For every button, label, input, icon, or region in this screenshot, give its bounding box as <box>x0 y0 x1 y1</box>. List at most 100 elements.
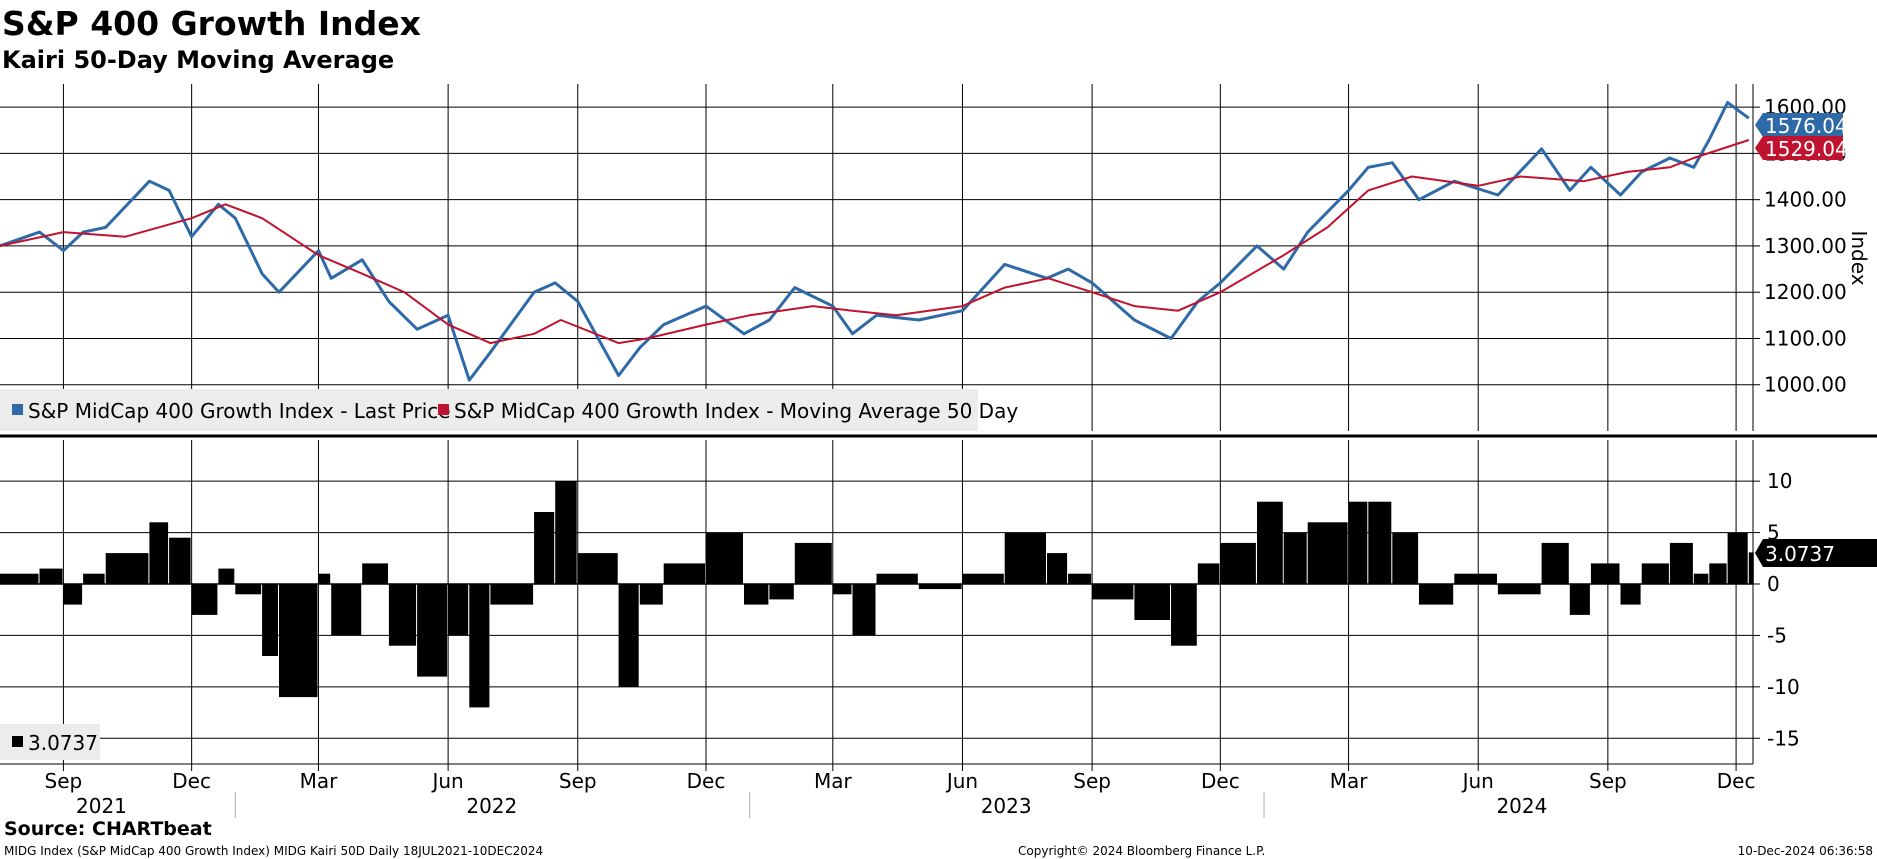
ma-legend-label: S&P MidCap 400 Growth Index - Moving Ave… <box>454 399 1018 423</box>
year-tick-label: 2024 <box>1496 794 1547 818</box>
kairi-bar <box>417 584 448 677</box>
footer-center: Copyright© 2024 Bloomberg Finance L.P. <box>1018 844 1265 858</box>
kairi-bar <box>490 584 534 605</box>
kairi-bar <box>39 568 63 584</box>
kairi-axis-ticks: -15 -10 -5 0 5 10 <box>1752 440 1800 764</box>
kairi-tick-label: 10 <box>1767 469 1792 493</box>
month-tick-label: Jun <box>1461 769 1494 793</box>
kairi-bar <box>1092 584 1134 600</box>
price-last-tag: 1576.04 <box>1755 113 1848 138</box>
kairi-legend-swatch <box>12 736 23 747</box>
kairi-bar <box>663 563 705 584</box>
kairi-bar <box>1368 501 1392 584</box>
footer-left: MIDG Index (S&P MidCap 400 Growth Index)… <box>4 844 543 858</box>
kairi-bar <box>1693 573 1709 584</box>
kairi-bar <box>1590 563 1620 584</box>
kairi-bar <box>83 573 105 584</box>
price-tick-label: 1000.00 <box>1764 373 1847 397</box>
kairi-bar <box>618 584 639 687</box>
kairi-bar <box>63 584 83 605</box>
kairi-bar <box>1004 532 1046 584</box>
kairi-bar <box>706 532 743 584</box>
kairi-bar <box>1283 532 1307 584</box>
kairi-bar <box>1641 563 1669 584</box>
kairi-bar <box>555 481 577 584</box>
month-tick-label: Mar <box>300 769 339 793</box>
kairi-bar <box>388 584 417 646</box>
kairi-bar <box>1307 522 1348 584</box>
price-tick-label: 1200.00 <box>1764 280 1847 304</box>
kairi-bar <box>1541 542 1569 584</box>
kairi-bar <box>1257 501 1283 584</box>
kairi-bar <box>262 584 278 656</box>
kairi-tick-label: -10 <box>1767 675 1800 699</box>
month-tick-label: Mar <box>814 769 853 793</box>
kairi-bar <box>1569 584 1590 615</box>
kairi-bar <box>1171 584 1197 646</box>
price-series-line <box>0 101 1750 382</box>
month-tick-label: Sep <box>45 769 83 793</box>
ma-last-tag: 1529.04 <box>1755 136 1848 161</box>
kairi-bar <box>318 573 331 584</box>
kairi-bar <box>1748 552 1754 584</box>
month-tick-label: Sep <box>1589 769 1627 793</box>
month-tick-label: Dec <box>1717 769 1756 793</box>
kairi-tick-label: -5 <box>1767 623 1787 647</box>
kairi-bar <box>1134 584 1170 620</box>
price-axis-label: Index <box>1847 230 1871 285</box>
kairi-bar <box>279 584 318 698</box>
kairi-legend: 3.0737 <box>0 724 100 760</box>
kairi-legend-label: 3.0737 <box>28 731 98 755</box>
kairi-tick-label: -15 <box>1767 726 1800 750</box>
kairi-bar <box>639 584 663 605</box>
price-legend-label: S&P MidCap 400 Growth Index - Last Price <box>28 399 451 423</box>
kairi-bar <box>918 584 962 590</box>
kairi-bar <box>1348 501 1368 584</box>
kairi-bar <box>169 537 191 584</box>
kairi-bar <box>235 584 262 595</box>
kairi-bar <box>744 584 769 605</box>
chart-subtitle: Kairi 50-Day Moving Average <box>2 46 394 74</box>
kairi-bar <box>1047 553 1068 584</box>
month-tick-label: Jun <box>430 769 463 793</box>
kairi-bar <box>362 563 388 584</box>
kairi-bar <box>1197 563 1220 584</box>
kairi-bar <box>1497 584 1541 595</box>
kairi-bar <box>832 584 852 595</box>
ma-legend-swatch <box>438 404 449 415</box>
price-tick-label: 1300.00 <box>1764 234 1847 258</box>
kairi-bar <box>1392 532 1419 584</box>
price-legend-swatch <box>12 404 23 415</box>
kairi-bar <box>534 512 555 584</box>
kairi-bars <box>0 481 1754 708</box>
kairi-bar <box>149 522 169 584</box>
kairi-bar <box>1068 573 1092 584</box>
kairi-last-value: 3.0737 <box>1765 542 1835 566</box>
kairi-tick-label: 5 <box>1767 521 1780 545</box>
kairi-bar <box>876 573 918 584</box>
month-tick-label: Mar <box>1330 769 1369 793</box>
kairi-bar <box>1620 584 1641 605</box>
month-tick-label: Sep <box>559 769 597 793</box>
kairi-bar <box>1727 532 1748 584</box>
kairi-bar <box>469 584 490 708</box>
kairi-bar <box>769 584 794 600</box>
ma-last-value: 1529.04 <box>1765 137 1848 161</box>
kairi-bar <box>331 584 362 636</box>
year-tick-label: 2023 <box>981 794 1032 818</box>
price-lines <box>0 101 1750 382</box>
kairi-bar <box>218 568 235 584</box>
kairi-bar <box>191 584 218 615</box>
source-label: Source: CHARTbeat <box>4 818 212 840</box>
year-tick-label: 2022 <box>466 794 517 818</box>
price-tick-label: 1400.00 <box>1764 188 1847 212</box>
year-tick-label: 2021 <box>76 794 127 818</box>
kairi-last-tag: 3.0737 <box>1755 539 1877 567</box>
kairi-bar <box>448 584 469 636</box>
kairi-bar <box>1419 584 1454 605</box>
kairi-bar <box>0 573 39 584</box>
price-tick-label: 1100.00 <box>1764 326 1847 350</box>
date-axis-ticks: Sep Dec Mar Jun Sep Dec Mar Jun Sep Dec Mar Jun Sep D… <box>0 763 1756 818</box>
kairi-bar <box>1669 542 1693 584</box>
